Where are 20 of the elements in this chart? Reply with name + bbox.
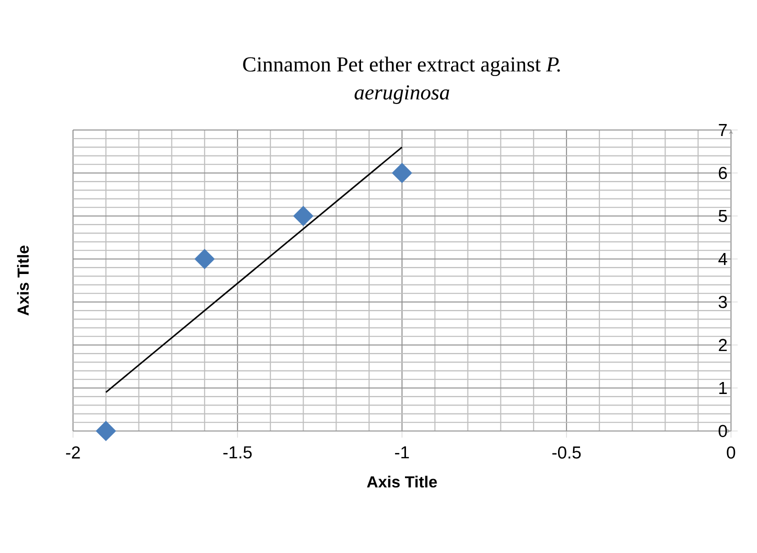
x-axis-title: Axis Title: [366, 476, 437, 488]
x-tick-label: 0: [726, 446, 736, 459]
point: [293, 206, 314, 226]
chart-title: Cinnamon Pet ether extract against P. aeruginosa: [243, 56, 560, 104]
y-tick-label: 7: [718, 124, 727, 136]
point: [96, 420, 116, 442]
x-tick-label: -1: [395, 446, 409, 458]
point: [392, 162, 412, 184]
y-tick-label: 6: [718, 166, 727, 180]
y-tick-label: 1: [719, 382, 727, 394]
y-tick-label: 2: [718, 338, 727, 352]
y-tick-label: 0: [718, 424, 727, 438]
x-tick-label: -1.5: [223, 446, 252, 458]
x-tick-label: -0.5: [552, 446, 581, 459]
y-tick-label: 3: [718, 296, 727, 308]
y-tick-label: 5: [718, 210, 727, 222]
y-axis-title: Axis Title: [17, 246, 29, 316]
point: [194, 248, 215, 270]
y-tick-label: 4: [718, 253, 728, 265]
x-tick-label: -2: [66, 446, 80, 458]
